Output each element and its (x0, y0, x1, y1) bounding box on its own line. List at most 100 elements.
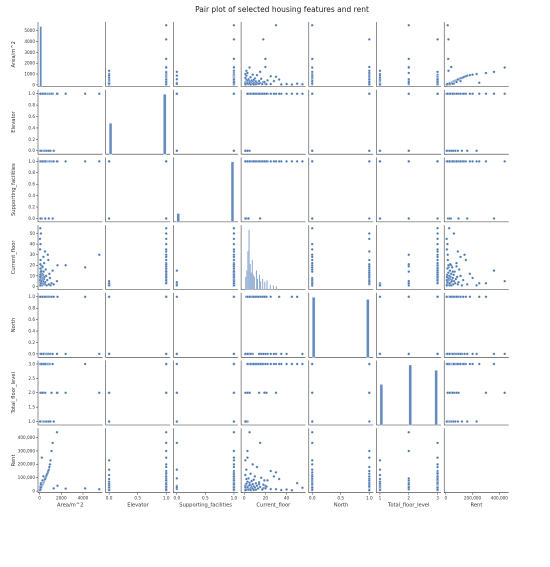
scatter-point (257, 160, 261, 163)
scatter-point (246, 391, 249, 395)
scatter-point (448, 352, 451, 356)
panel-2-1 (105, 157, 171, 223)
y-tick-label: 0.4 (28, 125, 35, 130)
scatter-point (367, 149, 371, 153)
histogram-bar (253, 276, 255, 290)
scatter-point (97, 160, 101, 163)
scatter-point (279, 488, 283, 492)
scatter-point (232, 149, 236, 153)
scatter-point (471, 92, 474, 96)
scatter-point (436, 472, 439, 476)
x-tick-label: 200,000 (464, 496, 482, 501)
axis-spine (105, 157, 171, 223)
scatter-point (449, 65, 453, 69)
histogram-bar (246, 270, 248, 290)
scatter-point (492, 70, 496, 74)
scatter-point (55, 160, 59, 163)
x-tick-label: 1.0 (163, 496, 170, 501)
scatter-point (465, 352, 469, 356)
scatter-point (295, 481, 299, 485)
scatter-point (367, 391, 371, 395)
scatter-point (451, 352, 455, 356)
scatter-point (269, 469, 273, 473)
axis-spine (105, 360, 171, 426)
scatter-point (460, 149, 464, 153)
y-tick-label: 0.8 (28, 306, 35, 311)
scatter-point (448, 160, 451, 163)
axis-spine (376, 225, 441, 290)
scatter-point (97, 253, 101, 257)
scatter-point (175, 269, 179, 272)
scatter-point (266, 479, 269, 482)
scatter-point (257, 352, 261, 356)
histogram-bar (258, 274, 261, 290)
scatter-point (484, 391, 488, 395)
scatter-point (43, 160, 47, 163)
scatter-point (407, 270, 411, 273)
scatter-point (436, 275, 439, 279)
scatter-point (64, 160, 68, 163)
panel-2-2 (173, 157, 238, 223)
y-axis-label: Area/m^2 (11, 41, 17, 67)
scatter-point (248, 66, 251, 69)
scatter-point (436, 352, 439, 356)
scatter-point (245, 69, 248, 73)
panel-5-0: 1.0 1.5 2.0 2.5 3.0 Total_floor_level (11, 360, 103, 426)
scatter-point (451, 391, 455, 395)
histogram-bar (108, 123, 113, 155)
scatter-point (164, 23, 168, 27)
histogram-bar (163, 94, 167, 155)
scatter-point (310, 458, 314, 462)
panel-0-3 (240, 22, 306, 87)
scatter-point (164, 160, 168, 163)
scatter-point (459, 352, 462, 356)
scatter-point (448, 82, 451, 85)
panel-0-5 (376, 22, 441, 87)
scatter-point (407, 23, 411, 27)
axis-spine (443, 157, 509, 223)
scatter-point (107, 485, 111, 489)
scatter-point (274, 391, 278, 395)
scatter-point (310, 66, 314, 69)
y-axis-label: Current_floor (11, 240, 17, 275)
scatter-point (310, 441, 314, 445)
scatter-point (39, 482, 43, 486)
panel-6-6: 0 200,000 400,000 Rent (443, 428, 509, 509)
scatter-point (477, 160, 481, 163)
histogram-bar (250, 272, 252, 290)
scatter-point (310, 391, 314, 395)
axis-spine (37, 360, 103, 426)
scatter-point (42, 255, 45, 259)
panel-6-5: 1 2 3 Total_floor_level (376, 428, 441, 509)
scatter-point (436, 462, 439, 466)
scatter-point (175, 77, 179, 81)
histogram-bar (264, 281, 266, 290)
panel-0-4 (308, 22, 374, 87)
scatter-point (436, 481, 439, 485)
scatter-point (459, 362, 462, 366)
panel-1-0: 0.0 0.2 0.4 0.6 0.8 1.0 Elevator (11, 89, 103, 155)
y-axis-label: Total_floor_level (11, 372, 17, 414)
scatter-point (274, 470, 278, 474)
scatter-point (48, 272, 51, 276)
scatter-point (246, 82, 249, 85)
scatter-point (264, 65, 267, 69)
scatter-point (456, 420, 460, 423)
scatter-point (367, 237, 371, 241)
axis-spine (376, 428, 441, 493)
scatter-point (164, 270, 168, 273)
scatter-point (232, 465, 236, 469)
scatter-point (378, 295, 382, 299)
y-tick-label: 10 (30, 273, 36, 278)
scatter-point (64, 391, 68, 395)
scatter-point (436, 258, 439, 262)
scatter-point (243, 420, 247, 423)
scatter-point (407, 295, 411, 299)
scatter-point (48, 462, 52, 466)
y-tick-label: 0.0 (28, 351, 35, 356)
scatter-point (232, 78, 236, 81)
scatter-point (259, 476, 263, 480)
scatter-point (367, 362, 371, 366)
scatter-point (175, 82, 179, 86)
scatter-point (310, 468, 314, 472)
